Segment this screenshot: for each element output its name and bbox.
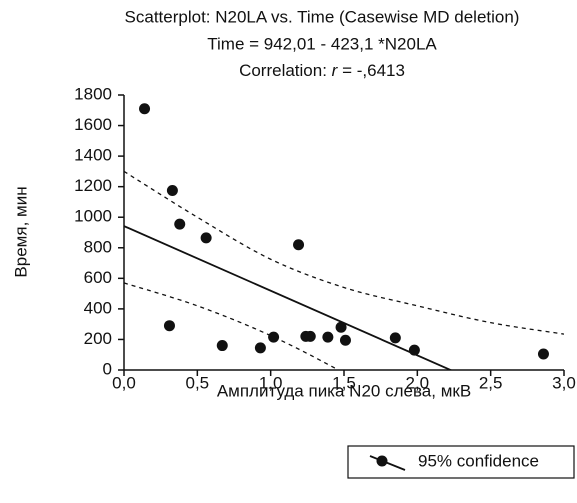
correlation-value: = -,6413 <box>342 61 405 80</box>
confidence-upper <box>124 170 564 335</box>
x-tick-label: 2,0 <box>406 373 430 392</box>
point <box>166 184 178 196</box>
y-tick-label: 400 <box>84 298 112 317</box>
x-axis-label: Амплитуда пика N20 слева, мкВ <box>217 381 471 400</box>
legend-marker <box>376 455 388 467</box>
point <box>339 334 351 346</box>
point <box>293 239 305 251</box>
point <box>389 332 401 344</box>
point <box>268 331 280 343</box>
x-tick-label: 1,0 <box>259 373 283 392</box>
point <box>174 218 186 230</box>
point <box>322 331 334 343</box>
y-tick-label: 1200 <box>74 176 112 195</box>
point <box>537 348 549 360</box>
y-tick-label: 800 <box>84 237 112 256</box>
correlation-symbol: r <box>332 61 339 80</box>
correlation-label: Correlation: <box>239 61 327 80</box>
correlation: Correlation: r = -,6413 <box>239 61 405 80</box>
y-tick-label: 200 <box>84 329 112 348</box>
legend-label: 95% confidence <box>418 451 539 470</box>
chart-subtitle: Time = 942,01 - 423,1 *N20LA <box>207 34 437 53</box>
y-tick-label: 600 <box>84 268 112 287</box>
point <box>335 321 347 333</box>
point <box>163 320 175 332</box>
legend-box <box>347 445 575 479</box>
point <box>216 340 228 352</box>
point <box>139 103 151 115</box>
y-axis-label: Время, мин <box>11 186 30 277</box>
point <box>408 344 420 356</box>
x-tick-label: 1,5 <box>332 373 356 392</box>
y-tick-label: 1000 <box>74 207 112 226</box>
x-tick-label: 2,5 <box>479 373 503 392</box>
x-tick-label: 0,0 <box>112 373 136 392</box>
y-tick-label: 1600 <box>74 115 112 134</box>
legend-line <box>369 455 406 471</box>
point <box>200 232 212 244</box>
y-tick-label: 1800 <box>74 84 112 103</box>
x-tick-label: 0,5 <box>186 373 210 392</box>
y-tick-label: 0 <box>103 359 112 378</box>
y-tick-label: 1400 <box>74 146 112 165</box>
x-tick-label: 3,0 <box>552 373 576 392</box>
point <box>304 330 316 342</box>
chart-title: Scatterplot: N20LA vs. Time (Casewise MD… <box>125 7 520 26</box>
point <box>254 342 266 354</box>
